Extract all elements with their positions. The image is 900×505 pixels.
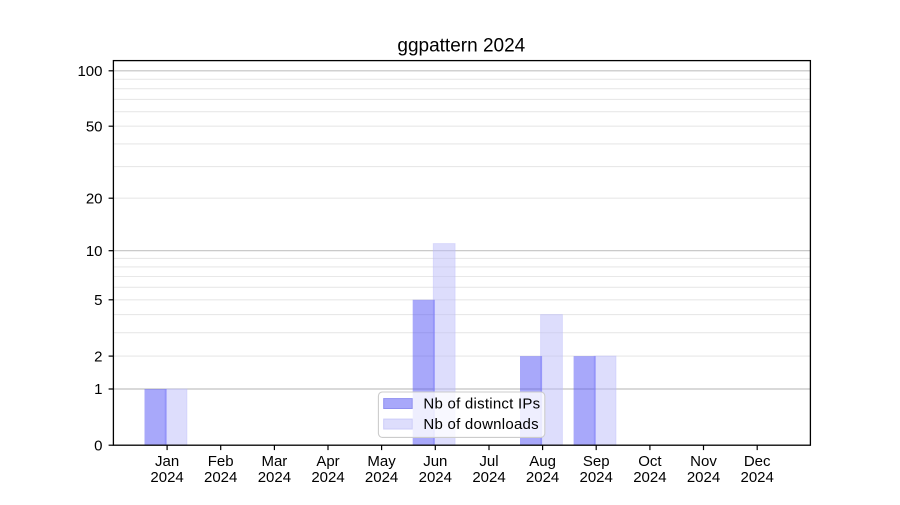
svg-text:2024: 2024 xyxy=(419,469,452,486)
svg-text:2024: 2024 xyxy=(258,469,291,486)
svg-text:2024: 2024 xyxy=(150,469,183,486)
svg-text:Sep: Sep xyxy=(583,453,610,470)
svg-text:Mar: Mar xyxy=(261,453,287,470)
svg-text:2: 2 xyxy=(94,348,102,365)
svg-text:2024: 2024 xyxy=(365,469,398,486)
svg-text:2024: 2024 xyxy=(526,469,559,486)
svg-text:0: 0 xyxy=(94,437,102,454)
svg-text:ggpattern 2024: ggpattern 2024 xyxy=(397,35,525,56)
svg-text:2024: 2024 xyxy=(204,469,237,486)
svg-text:2024: 2024 xyxy=(580,469,613,486)
svg-text:1: 1 xyxy=(94,381,102,398)
svg-text:Feb: Feb xyxy=(208,453,234,470)
svg-text:Jun: Jun xyxy=(423,453,447,470)
svg-text:50: 50 xyxy=(86,118,103,135)
svg-text:20: 20 xyxy=(86,190,103,207)
svg-text:Nb of downloads: Nb of downloads xyxy=(423,416,539,433)
svg-text:5: 5 xyxy=(94,292,102,309)
svg-text:2024: 2024 xyxy=(633,469,666,486)
svg-text:2024: 2024 xyxy=(687,469,720,486)
svg-text:May: May xyxy=(367,453,396,470)
svg-text:2024: 2024 xyxy=(472,469,505,486)
svg-text:100: 100 xyxy=(77,63,102,80)
svg-text:Dec: Dec xyxy=(744,453,771,470)
svg-text:Oct: Oct xyxy=(638,453,662,470)
svg-text:Nov: Nov xyxy=(690,453,717,470)
svg-text:Apr: Apr xyxy=(316,453,339,470)
svg-text:10: 10 xyxy=(86,243,103,260)
svg-text:Nb of distinct IPs: Nb of distinct IPs xyxy=(423,396,540,413)
svg-text:Aug: Aug xyxy=(529,453,556,470)
svg-text:2024: 2024 xyxy=(741,469,774,486)
svg-text:Jan: Jan xyxy=(155,453,179,470)
svg-text:Jul: Jul xyxy=(479,453,498,470)
svg-text:2024: 2024 xyxy=(311,469,344,486)
